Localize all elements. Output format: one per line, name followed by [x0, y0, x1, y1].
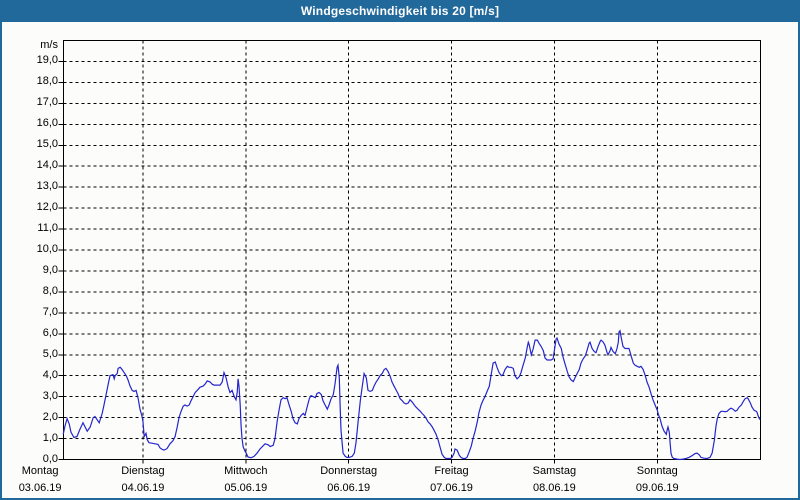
- window-title: Windgeschwindigkeit bis 20 [m/s]: [300, 4, 500, 18]
- y-tick-label: 13,0: [36, 180, 58, 193]
- day-date-label: 03.06.19: [18, 482, 62, 494]
- day-name-label: Sonntag: [636, 465, 678, 477]
- y-tick-label: 19,0: [36, 54, 58, 67]
- y-tick-label: 18,0: [36, 75, 58, 88]
- y-tick-label: 12,0: [36, 201, 58, 214]
- y-tick-label: 10,0: [36, 243, 58, 255]
- y-tick-label: 11,0: [37, 222, 58, 235]
- day-date-label: 09.06.19: [635, 482, 679, 494]
- y-tick-label: 3,0: [42, 389, 58, 402]
- day-name-label: Donnerstag: [320, 465, 378, 477]
- day-date-label: 05.06.19: [224, 482, 268, 494]
- y-tick-label: 2,0: [42, 410, 58, 423]
- y-tick-label: 16,0: [36, 117, 58, 130]
- y-tick-label: 15,0: [36, 138, 58, 151]
- day-name-label: Dienstag: [121, 465, 165, 477]
- wind-speed-line: [62, 329, 761, 461]
- y-tick-label: 8,0: [42, 284, 58, 297]
- day-name-label: Samstag: [532, 465, 577, 477]
- y-tick-label: 17,0: [36, 96, 58, 109]
- day-name-label: Freitag: [434, 465, 469, 477]
- y-tick-label: 9,0: [42, 263, 58, 276]
- y-tick-label: 5,0: [42, 347, 58, 360]
- y-tick-label: 14,0: [36, 159, 58, 172]
- y-tick-label: 6,0: [42, 326, 58, 339]
- y-tick-label: 0,0: [42, 452, 58, 465]
- y-tick-label: 4,0: [42, 368, 58, 381]
- day-date-label: 04.06.19: [121, 482, 165, 494]
- y-tick-label: 7,0: [42, 305, 58, 318]
- day-name-label: Mittwoch: [224, 465, 268, 477]
- day-date-label: 08.06.19: [532, 482, 576, 494]
- day-name-label: Montag: [21, 465, 59, 477]
- y-axis-unit-label: m/s: [40, 39, 58, 51]
- plot-border: [63, 40, 761, 460]
- day-date-label: 07.06.19: [430, 482, 473, 494]
- day-date-label: 06.06.19: [327, 482, 371, 494]
- y-tick-label: 1,0: [42, 431, 58, 444]
- titlebar: Windgeschwindigkeit bis 20 [m/s]: [0, 0, 800, 22]
